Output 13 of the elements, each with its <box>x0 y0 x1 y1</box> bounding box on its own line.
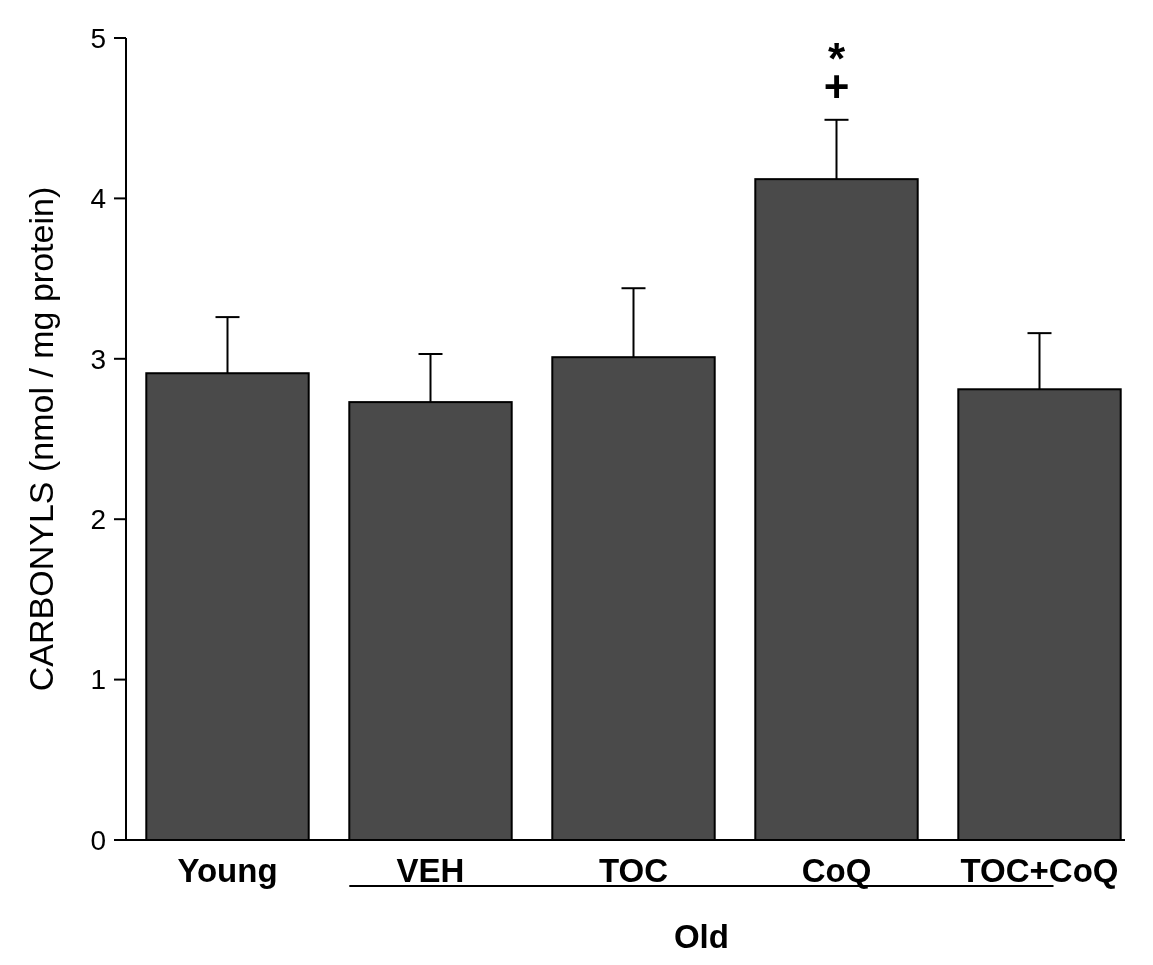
y-tick-label: 5 <box>90 22 106 54</box>
y-tick-label: 0 <box>90 824 106 856</box>
x-tick-label: VEH <box>396 852 465 889</box>
y-tick-label: 1 <box>90 664 106 696</box>
y-axis-title: CARBONYLS (nmol / mg protein) <box>22 186 60 692</box>
y-tick-label: 2 <box>90 504 106 535</box>
x-tick-label: Young <box>177 852 278 889</box>
x-tick-label: CoQ <box>801 852 872 889</box>
y-tick-label: 3 <box>90 343 106 375</box>
y-tick-label: 4 <box>90 183 106 215</box>
text: Old <box>673 918 729 955</box>
x-tick-label: TOC+CoQ <box>960 852 1119 889</box>
x-tick-label: TOC <box>598 852 669 889</box>
